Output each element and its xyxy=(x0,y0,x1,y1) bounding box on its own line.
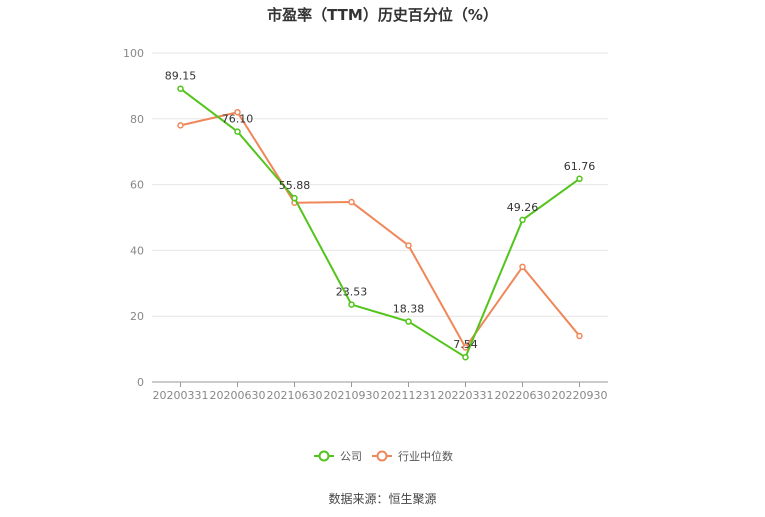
y-tick-label: 20 xyxy=(130,310,144,323)
data-point xyxy=(576,175,583,183)
x-tick-label: 20210930 xyxy=(324,389,380,402)
data-point xyxy=(519,216,526,224)
x-tick-label: 20200331 xyxy=(153,389,209,402)
data-label: 18.38 xyxy=(393,303,425,316)
data-point xyxy=(462,344,469,351)
legend-label: 公司 xyxy=(340,450,362,463)
chart-title: 市盈率（TTM）历史百分位（%） xyxy=(267,6,498,24)
data-point xyxy=(405,318,412,325)
x-tick-label: 20210630 xyxy=(267,389,323,402)
data-point xyxy=(291,194,298,202)
data-label: 89.15 xyxy=(165,70,197,83)
data-label: 23.53 xyxy=(336,286,368,299)
data-point xyxy=(576,332,583,340)
x-tick-label: 20220331 xyxy=(438,389,494,402)
data-label: 61.76 xyxy=(564,160,596,173)
series-line-行业中位数 xyxy=(180,111,581,350)
data-point xyxy=(519,263,526,271)
legend-marker xyxy=(318,450,330,462)
y-tick-label: 80 xyxy=(130,113,144,126)
y-tick-label: 60 xyxy=(130,179,144,192)
data-source-note: 数据来源：恒生聚源 xyxy=(328,492,437,506)
data-point xyxy=(177,85,184,92)
data-label: 55.88 xyxy=(279,179,311,192)
data-point xyxy=(348,198,355,206)
data-point xyxy=(234,108,241,116)
data-point xyxy=(234,128,241,135)
x-tick-label: 20211231 xyxy=(381,389,437,402)
x-tick-label: 20200630 xyxy=(210,389,266,402)
y-tick-label: 100 xyxy=(123,47,144,60)
y-tick-label: 0 xyxy=(137,376,144,389)
data-point xyxy=(462,353,469,361)
y-tick-label: 40 xyxy=(130,244,144,257)
data-label: 7.54 xyxy=(453,338,478,351)
legend-label: 行业中位数 xyxy=(398,449,453,463)
data-point xyxy=(348,301,355,308)
x-tick-label: 20220630 xyxy=(495,389,551,402)
x-tick-label: 20220930 xyxy=(552,389,608,402)
data-label: 49.26 xyxy=(507,201,539,214)
data-point xyxy=(177,122,184,129)
data-label: 76.10 xyxy=(222,113,254,126)
data-point xyxy=(405,242,412,249)
legend-marker xyxy=(376,450,388,462)
series-line-公司 xyxy=(179,87,581,359)
